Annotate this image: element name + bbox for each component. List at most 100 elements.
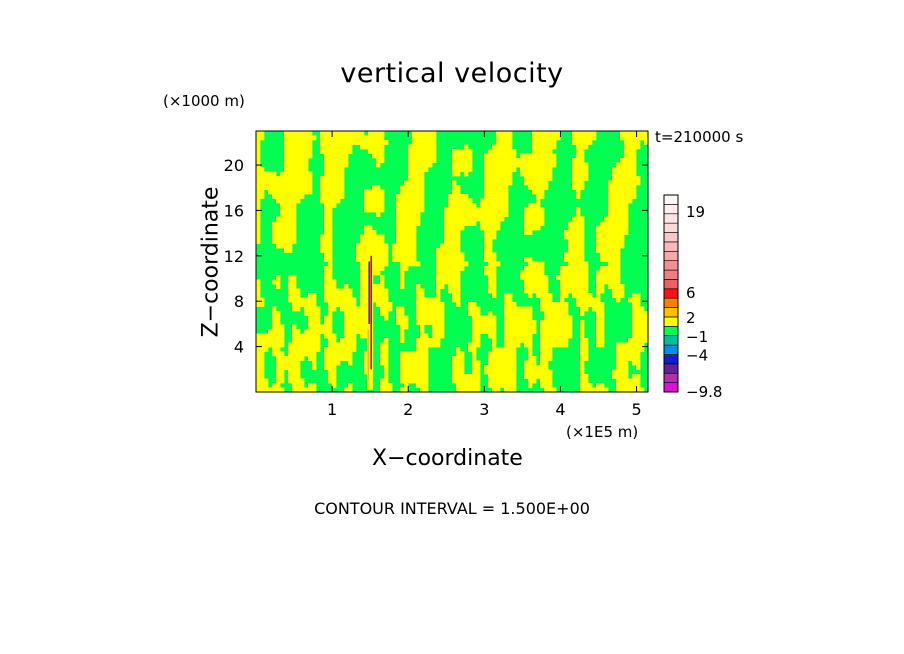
field-cell: [448, 207, 453, 213]
field-cell: [616, 221, 621, 226]
field-cell: [536, 275, 541, 280]
field-cell: [408, 203, 413, 208]
field-cell: [524, 257, 529, 262]
field-cell: [288, 351, 293, 357]
field-cell: [504, 140, 509, 145]
field-cell: [284, 230, 289, 235]
field-cell: [540, 266, 545, 271]
field-cell: [400, 243, 405, 249]
field-cell: [580, 324, 585, 330]
field-cell: [544, 342, 549, 348]
field-cell: [612, 189, 617, 195]
field-cell: [344, 293, 349, 298]
field-cell: [500, 144, 505, 150]
field-cell: [424, 333, 429, 339]
field-cell: [632, 333, 637, 339]
field-cell: [508, 149, 513, 154]
field-cell: [380, 140, 385, 145]
field-cell: [504, 149, 509, 154]
field-cell: [336, 293, 341, 298]
field-cell: [512, 378, 517, 384]
field-cell: [308, 356, 313, 361]
field-cell: [532, 225, 537, 231]
field-cell: [536, 284, 541, 289]
field-cell: [556, 315, 561, 321]
field-cell: [520, 320, 525, 325]
field-cell: [568, 324, 573, 330]
field-cell: [456, 194, 461, 199]
field-cell: [612, 203, 617, 208]
field-cell: [544, 360, 549, 366]
field-cell: [328, 315, 333, 321]
field-cell: [436, 266, 441, 271]
field-cell: [416, 140, 421, 145]
field-cell: [456, 383, 461, 388]
field-cell: [580, 266, 585, 271]
field-cell: [608, 221, 613, 226]
field-cell: [504, 306, 509, 312]
field-cell: [564, 315, 569, 321]
field-cell: [620, 383, 625, 388]
field-cell: [568, 315, 573, 321]
field-cell: [296, 293, 301, 298]
field-cell: [312, 360, 317, 366]
field-cell: [348, 347, 353, 352]
field-cell: [324, 365, 329, 370]
field-cell: [568, 261, 573, 267]
field-cell: [324, 216, 329, 222]
field-cell: [580, 162, 585, 168]
field-cell: [628, 135, 633, 141]
field-cell: [440, 320, 445, 325]
field-cell: [344, 158, 349, 163]
field-cell: [540, 176, 545, 181]
field-cell: [412, 261, 417, 267]
field-cell: [328, 234, 333, 240]
field-cell: [544, 293, 549, 298]
field-cell: [364, 248, 369, 253]
field-cell: [628, 189, 633, 195]
field-cell: [344, 131, 349, 136]
field-cell: [492, 293, 497, 298]
field-cell: [600, 338, 605, 343]
field-cell: [492, 207, 497, 213]
field-cell: [644, 324, 648, 330]
field-cell: [472, 329, 477, 334]
field-cell: [416, 356, 421, 361]
field-cell: [580, 342, 585, 348]
field-cell: [632, 306, 637, 312]
field-cell: [300, 387, 305, 392]
field-cell: [496, 203, 501, 208]
field-cell: [416, 176, 421, 181]
field-cell: [484, 369, 489, 375]
field-cell: [380, 257, 385, 262]
field-cell: [308, 315, 313, 321]
field-cell: [320, 185, 325, 190]
field-cell: [584, 261, 589, 267]
field-cell: [588, 293, 593, 298]
field-cell: [408, 216, 413, 222]
field-cell: [384, 347, 389, 352]
field-cell: [456, 302, 461, 307]
field-cell: [460, 383, 465, 388]
field-cell: [408, 261, 413, 267]
field-cell: [536, 149, 541, 154]
field-cell: [500, 153, 505, 159]
field-cell: [540, 167, 545, 172]
field-cell: [520, 270, 525, 276]
field-cell: [460, 216, 465, 222]
field-cell: [296, 342, 301, 348]
field-cell: [488, 171, 493, 177]
field-cell: [304, 333, 309, 339]
field-cell: [296, 387, 301, 392]
field-cell: [608, 225, 613, 231]
field-cell: [328, 351, 333, 357]
field-cell: [408, 221, 413, 226]
field-cell: [488, 311, 493, 316]
field-cell: [532, 360, 537, 366]
field-cell: [256, 153, 261, 159]
field-cell: [524, 374, 529, 379]
field-cell: [412, 248, 417, 253]
field-cell: [640, 320, 645, 325]
field-cell: [492, 270, 497, 276]
field-cell: [480, 198, 485, 204]
